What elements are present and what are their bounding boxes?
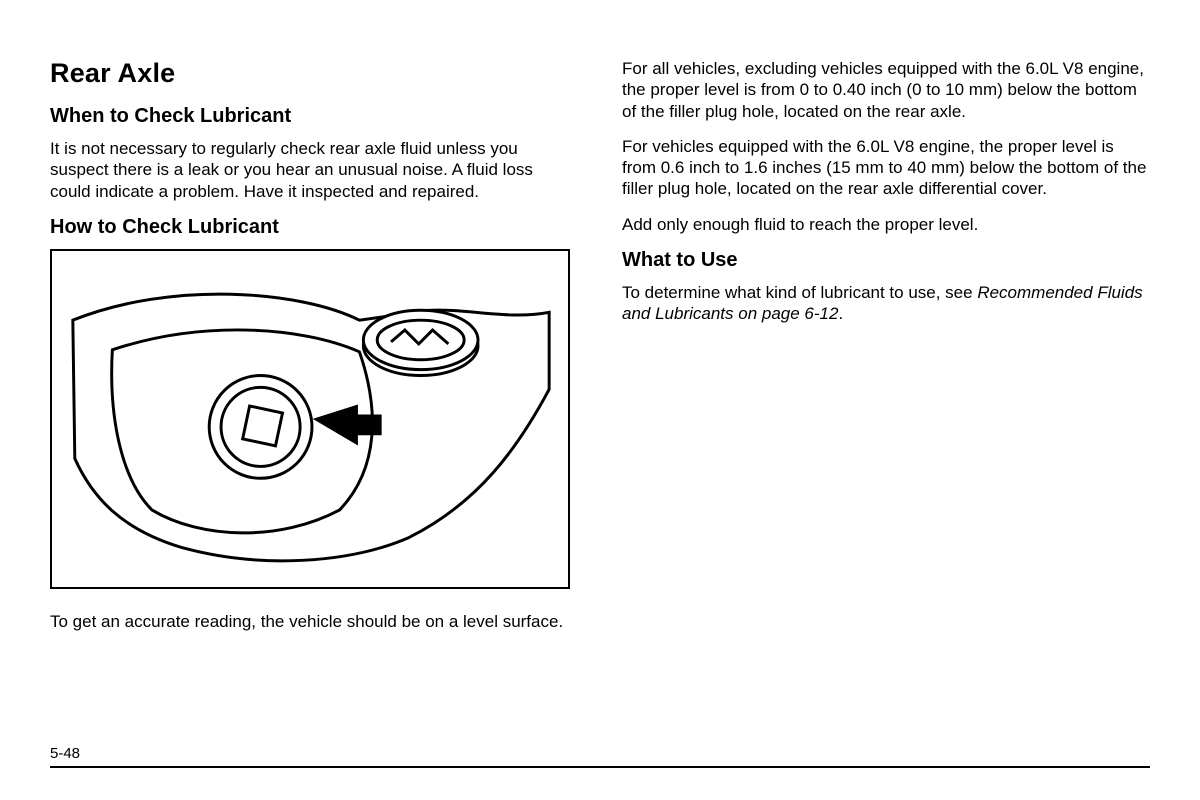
what-use-body: To determine what kind of lubricant to u…: [622, 282, 1150, 325]
add-fluid-note: Add only enough fluid to reach the prope…: [622, 214, 1150, 235]
what-use-lead: To determine what kind of lubricant to u…: [622, 283, 977, 302]
manual-page: Rear Axle When to Check Lubricant It is …: [0, 0, 1200, 646]
right-column: For all vehicles, excluding vehicles equ…: [622, 58, 1150, 646]
what-use-tail: .: [838, 304, 843, 323]
subheading-when-check: When to Check Lubricant: [50, 105, 578, 128]
left-column: Rear Axle When to Check Lubricant It is …: [50, 58, 578, 646]
subheading-what-use: What to Use: [622, 249, 1150, 272]
figure-caption: To get an accurate reading, the vehicle …: [50, 611, 578, 632]
page-number: 5-48: [50, 745, 80, 762]
section-title: Rear Axle: [50, 58, 578, 89]
page-footer: 5-48: [50, 745, 1150, 768]
when-check-body: It is not necessary to regularly check r…: [50, 138, 578, 202]
level-spec-std: For all vehicles, excluding vehicles equ…: [622, 58, 1150, 122]
axle-plug-svg: [52, 251, 568, 587]
footer-rule: [50, 766, 1150, 768]
level-spec-6l: For vehicles equipped with the 6.0L V8 e…: [622, 136, 1150, 200]
axle-plug-illustration: [50, 249, 570, 589]
subheading-how-check: How to Check Lubricant: [50, 216, 578, 239]
